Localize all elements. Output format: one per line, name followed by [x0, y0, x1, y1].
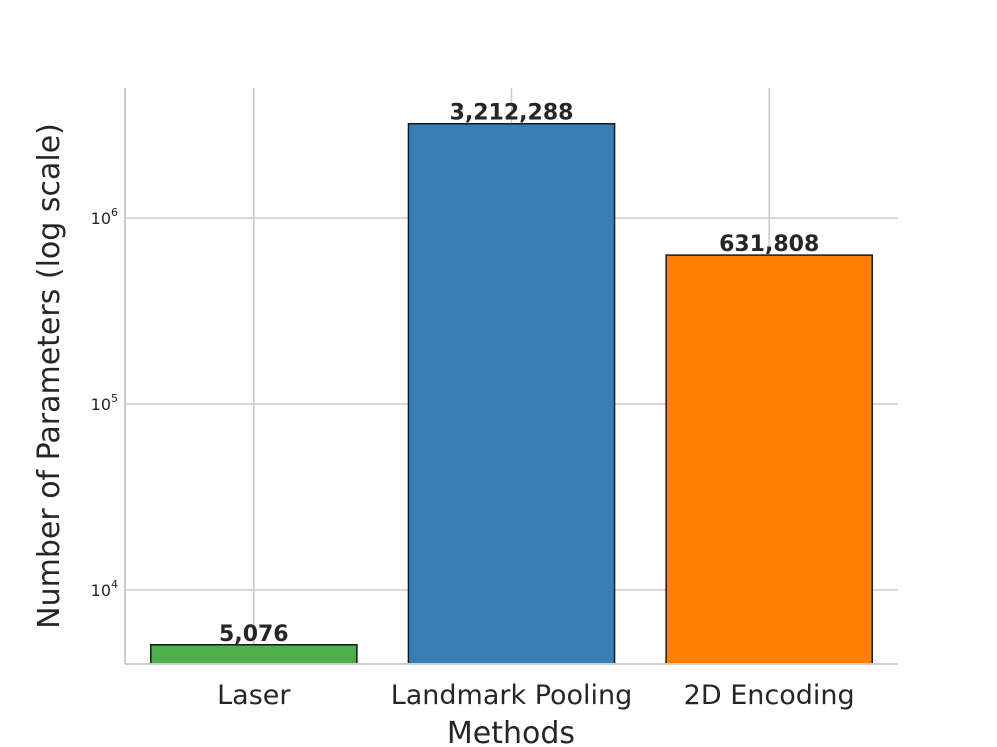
x-tick-label: 2D Encoding	[684, 680, 855, 711]
x-tick-labels: Laser Landmark Pooling 2D Encoding	[217, 680, 855, 711]
x-tick-label: Laser	[217, 680, 291, 711]
bar	[150, 644, 358, 665]
bar-value-label: 3,212,288	[450, 101, 574, 126]
bar-value-label: 5,076	[219, 622, 289, 647]
axes-spines	[124, 88, 898, 665]
y-tick-label: 104	[91, 578, 118, 600]
y-axis-title: Number of Parameters (log scale)	[32, 123, 67, 629]
x-axis-title: Methods	[447, 716, 575, 747]
y-tick-label: 106	[91, 206, 118, 228]
bars	[150, 122, 873, 665]
y-tick-label: 105	[91, 392, 118, 414]
bar-value-labels: 5,076 3,212,288 631,808	[219, 101, 819, 647]
y-tick-labels: 104 105 106	[91, 206, 118, 600]
bar	[407, 122, 616, 665]
bar-value-label: 631,808	[719, 232, 819, 257]
bar	[665, 254, 873, 665]
x-tick-label: Landmark Pooling	[391, 680, 633, 711]
